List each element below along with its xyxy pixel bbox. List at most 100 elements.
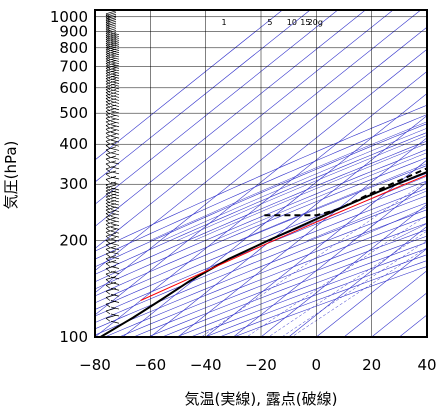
x-tick-label: −80 bbox=[79, 356, 111, 374]
dry-adiabat-line bbox=[95, 132, 427, 275]
temperature-profile-line bbox=[99, 170, 427, 337]
y-tick-label: 700 bbox=[59, 57, 88, 75]
wind-barb bbox=[105, 307, 120, 317]
x-tick-labels: −80 −60 −40 −20 0 20 40 bbox=[79, 356, 436, 374]
x-tick-label: 0 bbox=[312, 356, 322, 374]
mixing-ratio-label: 5 bbox=[267, 18, 272, 27]
dry-adiabat-line bbox=[219, 260, 427, 337]
mixing-ratio-line bbox=[201, 180, 427, 337]
wind-barb bbox=[105, 133, 120, 143]
wind-barb bbox=[105, 232, 120, 242]
wind-barb bbox=[105, 245, 120, 255]
isotherm-line bbox=[95, 10, 366, 227]
dewpoint-profile-line bbox=[263, 167, 427, 217]
y-tick-label: 900 bbox=[59, 22, 88, 40]
y-axis-title: 気圧(hPa) bbox=[2, 141, 20, 210]
x-tick-label: −60 bbox=[135, 356, 167, 374]
wind-barb bbox=[105, 137, 120, 147]
isotherm-line bbox=[95, 10, 394, 249]
mixing-ratio-label: 1 bbox=[221, 18, 226, 27]
wind-barb bbox=[105, 176, 120, 185]
wind-barb bbox=[105, 160, 120, 170]
isotherm-line bbox=[260, 203, 427, 337]
wind-barb bbox=[105, 80, 120, 90]
moist-adiabat-line bbox=[176, 135, 427, 241]
wind-barb bbox=[105, 281, 120, 291]
grid-lines bbox=[95, 10, 427, 337]
moist-adiabat-line bbox=[149, 121, 427, 241]
moist-adiabat-line bbox=[213, 152, 427, 241]
moist-adiabat-line bbox=[162, 127, 427, 241]
wind-barb bbox=[105, 314, 120, 324]
plot-frame bbox=[94, 9, 428, 338]
isotherm-line bbox=[95, 48, 427, 316]
y-tick-label: 100 bbox=[59, 328, 88, 346]
isotherm-line bbox=[288, 225, 427, 337]
x-tick-label: −40 bbox=[190, 356, 222, 374]
y-tick-label: 200 bbox=[59, 232, 88, 250]
wind-barb bbox=[105, 142, 120, 151]
x-tick-label: 20 bbox=[362, 356, 381, 374]
wind-barb bbox=[105, 187, 120, 197]
wind-barb bbox=[105, 276, 120, 285]
parcel-path-line bbox=[140, 174, 427, 301]
wind-barb bbox=[105, 241, 120, 251]
wind-barb bbox=[105, 224, 120, 234]
moist-adiabat-line bbox=[238, 163, 427, 241]
isotherm-line bbox=[122, 93, 427, 337]
isotherm-line bbox=[95, 10, 311, 183]
dry-adiabat-line bbox=[95, 187, 427, 323]
wind-barb bbox=[105, 129, 120, 139]
y-tick-label: 300 bbox=[59, 175, 88, 193]
dry-adiabat-line bbox=[95, 165, 427, 304]
wind-barb bbox=[105, 181, 120, 191]
isotherm-line bbox=[95, 10, 283, 161]
x-tick-label: 40 bbox=[417, 356, 436, 374]
isotherm-line bbox=[205, 159, 427, 337]
dry-adiabat-line bbox=[95, 114, 427, 260]
wind-barb bbox=[105, 155, 120, 165]
y-tick-label: 800 bbox=[59, 39, 88, 57]
mixing-ratio-line bbox=[281, 240, 427, 337]
wind-barb bbox=[105, 83, 120, 93]
wind-barb bbox=[105, 170, 120, 180]
profile-lines bbox=[99, 167, 427, 337]
wind-barb bbox=[105, 190, 120, 200]
isotherm-line bbox=[426, 336, 427, 337]
y-tick-label: 500 bbox=[59, 104, 88, 122]
x-tick-label: −20 bbox=[245, 356, 277, 374]
wind-barb bbox=[105, 237, 120, 246]
mixing-ratio-label: 20g bbox=[308, 18, 323, 27]
wind-barb bbox=[105, 265, 120, 274]
dry-adiabat-line bbox=[95, 104, 427, 252]
wind-barb bbox=[105, 150, 120, 160]
isotherm-line bbox=[150, 115, 427, 337]
x-axis-title: 気温(実線), 露点(破線) bbox=[185, 390, 338, 408]
dry-adiabat-line bbox=[95, 202, 427, 336]
moist-adiabat-line bbox=[193, 143, 427, 241]
wind-barb bbox=[105, 287, 120, 297]
wind-barb bbox=[105, 184, 120, 194]
wind-barb bbox=[105, 95, 120, 104]
y-tick-label: 600 bbox=[59, 79, 88, 97]
wind-barb bbox=[105, 86, 120, 95]
wind-barbs bbox=[105, 10, 120, 324]
isotherm-line bbox=[343, 270, 427, 337]
wind-barb bbox=[105, 125, 120, 135]
dry-adiabat-line bbox=[95, 195, 427, 330]
dry-adiabat-line bbox=[95, 157, 427, 297]
dry-adiabat-line bbox=[95, 140, 427, 283]
dry-adiabat-line bbox=[190, 248, 427, 337]
wind-barb bbox=[105, 89, 120, 98]
isotherm-line bbox=[95, 71, 427, 337]
wind-barb bbox=[105, 146, 120, 156]
y-tick-label: 400 bbox=[59, 135, 88, 153]
isotherm-line bbox=[95, 10, 338, 205]
wind-barb bbox=[105, 250, 120, 260]
dry-adiabat-line bbox=[147, 229, 427, 337]
wind-barb bbox=[105, 165, 120, 175]
mixing-ratio-label: 10 bbox=[287, 18, 297, 27]
